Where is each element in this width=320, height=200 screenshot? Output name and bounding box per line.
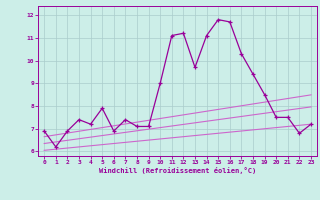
X-axis label: Windchill (Refroidissement éolien,°C): Windchill (Refroidissement éolien,°C) (99, 167, 256, 174)
